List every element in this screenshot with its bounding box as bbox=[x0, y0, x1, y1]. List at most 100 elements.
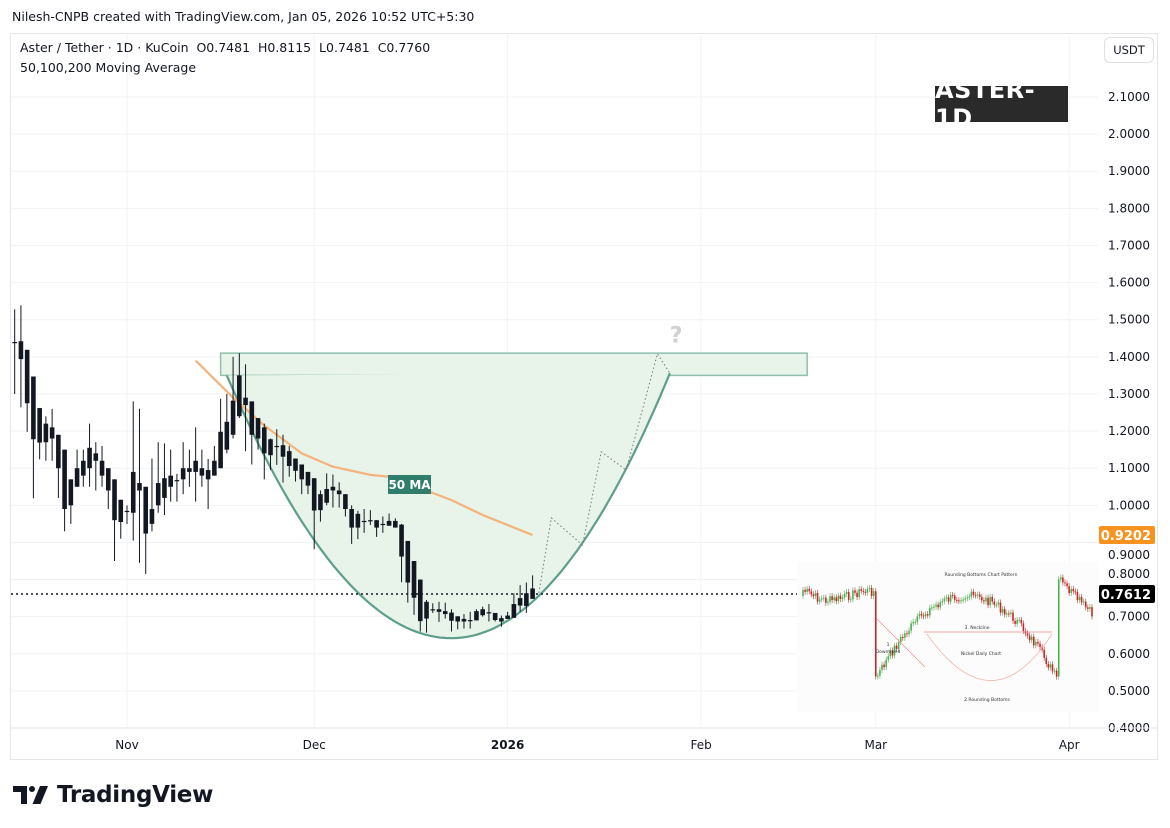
inset-candle-body bbox=[1089, 607, 1091, 609]
candle bbox=[368, 510, 373, 525]
candle-body bbox=[243, 397, 248, 406]
candle bbox=[193, 427, 198, 502]
candle bbox=[187, 449, 192, 487]
inset-candle-body bbox=[947, 597, 950, 602]
candle bbox=[99, 445, 105, 487]
projection-dotted-line bbox=[538, 352, 671, 594]
inset-candle-body bbox=[891, 650, 894, 656]
price-tick-label: 1.1000 bbox=[1108, 461, 1150, 475]
inset-candle-body bbox=[999, 602, 1002, 613]
candle bbox=[374, 520, 379, 537]
indicator-line[interactable]: 50,100,200 Moving Average bbox=[20, 60, 197, 75]
candle bbox=[330, 474, 336, 508]
candle-body bbox=[187, 468, 192, 472]
candle-body bbox=[474, 611, 479, 621]
inset-candle-body bbox=[991, 597, 994, 602]
inset-candle-body bbox=[1057, 579, 1060, 677]
candle bbox=[268, 438, 273, 471]
inset-candle-body bbox=[889, 650, 892, 657]
candle-body bbox=[280, 445, 286, 457]
chart-frame bbox=[10, 33, 1158, 760]
tradingview-wordmark: TradingView bbox=[57, 782, 214, 808]
inset-candle-body bbox=[854, 590, 856, 593]
inset-candle-body bbox=[943, 598, 946, 602]
inset-candle-body bbox=[816, 592, 819, 602]
candle bbox=[74, 449, 80, 487]
inset-candle-body bbox=[1062, 577, 1064, 583]
candle-body bbox=[168, 475, 173, 487]
candle-body bbox=[118, 499, 124, 523]
inset-downtrend-arrow bbox=[876, 618, 926, 668]
candle bbox=[380, 516, 386, 533]
tradingview-logo[interactable]: TradingView bbox=[13, 782, 213, 808]
price-tick-label: 1.5000 bbox=[1108, 313, 1150, 327]
inset-candle-body bbox=[937, 604, 939, 608]
ma50-label: 50 MA bbox=[388, 475, 431, 494]
inset-candle-body bbox=[858, 589, 860, 598]
inset-candle-body bbox=[968, 596, 971, 598]
candle-body bbox=[212, 460, 217, 476]
candle bbox=[237, 353, 242, 419]
candle-body bbox=[137, 483, 142, 491]
candle bbox=[168, 449, 173, 502]
candle-body bbox=[499, 618, 504, 622]
candle-body bbox=[62, 449, 67, 510]
candle bbox=[336, 482, 342, 508]
inset-candle-body bbox=[864, 591, 867, 593]
price-tick-label: 0.8000 bbox=[1108, 567, 1150, 581]
candle-body bbox=[324, 488, 329, 503]
candle bbox=[6, 331, 11, 353]
candle-body bbox=[430, 609, 436, 611]
rounding-bottom-pattern bbox=[225, 372, 671, 640]
candle bbox=[112, 479, 117, 561]
time-axis[interactable]: Nov Dec 2026 Feb Mar Apr bbox=[115, 738, 1079, 752]
inset-candle-body bbox=[808, 588, 811, 592]
inset-candle-body bbox=[883, 664, 885, 668]
time-tick-label: Dec bbox=[303, 738, 326, 752]
symbol-ohlc-line: Aster / Tether · 1D · KuCoin O0.7481 H0.… bbox=[20, 40, 431, 55]
inset-candle-body bbox=[806, 588, 808, 592]
time-tick-label: 2026 bbox=[491, 738, 524, 752]
inset-candle-body bbox=[953, 595, 956, 600]
ma50-price-label: 0.9202 bbox=[1099, 525, 1155, 544]
price-tick-label: 2.1000 bbox=[1108, 90, 1150, 104]
inset-candle-body bbox=[835, 597, 838, 602]
candle-body bbox=[311, 478, 317, 511]
candle-body bbox=[505, 615, 510, 619]
candle-body bbox=[74, 468, 80, 487]
time-tick-label: Mar bbox=[864, 738, 887, 752]
candle-body bbox=[43, 423, 49, 443]
candle bbox=[118, 499, 124, 539]
candle-body bbox=[249, 401, 255, 435]
inset-candle-body bbox=[1060, 577, 1062, 580]
candle bbox=[299, 464, 305, 495]
candle-body bbox=[424, 601, 429, 619]
candle-body bbox=[293, 458, 298, 471]
currency-button[interactable]: USDT bbox=[1104, 37, 1154, 63]
candle-body bbox=[305, 471, 311, 486]
last-price-label: 0.7612 bbox=[1099, 584, 1155, 603]
candle bbox=[492, 612, 498, 622]
inset-candle-body bbox=[1016, 619, 1018, 624]
inset-candle-body bbox=[1039, 643, 1041, 648]
ma50-label-text: 50 MA bbox=[388, 478, 431, 492]
inset-candle-body bbox=[1001, 608, 1004, 613]
inset-downtrend-number: 1 bbox=[887, 642, 890, 648]
inset-candle-body bbox=[1080, 597, 1083, 603]
candle bbox=[293, 458, 298, 482]
inset-candle-body bbox=[856, 592, 858, 598]
candle bbox=[324, 473, 329, 506]
candle bbox=[517, 585, 523, 612]
candle-body bbox=[199, 468, 205, 476]
candle-body bbox=[299, 464, 305, 480]
inset-candle-body bbox=[912, 621, 914, 624]
candle bbox=[12, 309, 17, 394]
price-label-text: 0.7612 bbox=[1101, 588, 1151, 603]
inset-candle-body bbox=[935, 604, 937, 607]
candle bbox=[411, 561, 417, 615]
price-axis[interactable]: 2.1000 2.0000 1.9000 1.8000 1.7000 1.6000 1.50… bbox=[1099, 90, 1155, 735]
projection-path bbox=[538, 352, 671, 594]
inset-candle-body bbox=[924, 614, 927, 617]
inset-candle-body bbox=[933, 606, 935, 608]
